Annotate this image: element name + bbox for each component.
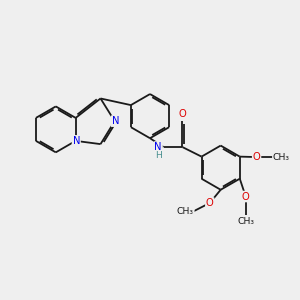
Text: N: N <box>112 116 119 126</box>
Text: CH₃: CH₃ <box>237 217 254 226</box>
Text: O: O <box>178 109 186 119</box>
Text: N: N <box>154 142 162 152</box>
Text: H: H <box>155 152 162 160</box>
Text: CH₃: CH₃ <box>273 153 290 162</box>
Text: O: O <box>242 191 250 202</box>
Text: O: O <box>253 152 260 162</box>
Text: O: O <box>206 198 214 208</box>
Text: CH₃: CH₃ <box>177 207 194 216</box>
Text: N: N <box>73 136 80 146</box>
